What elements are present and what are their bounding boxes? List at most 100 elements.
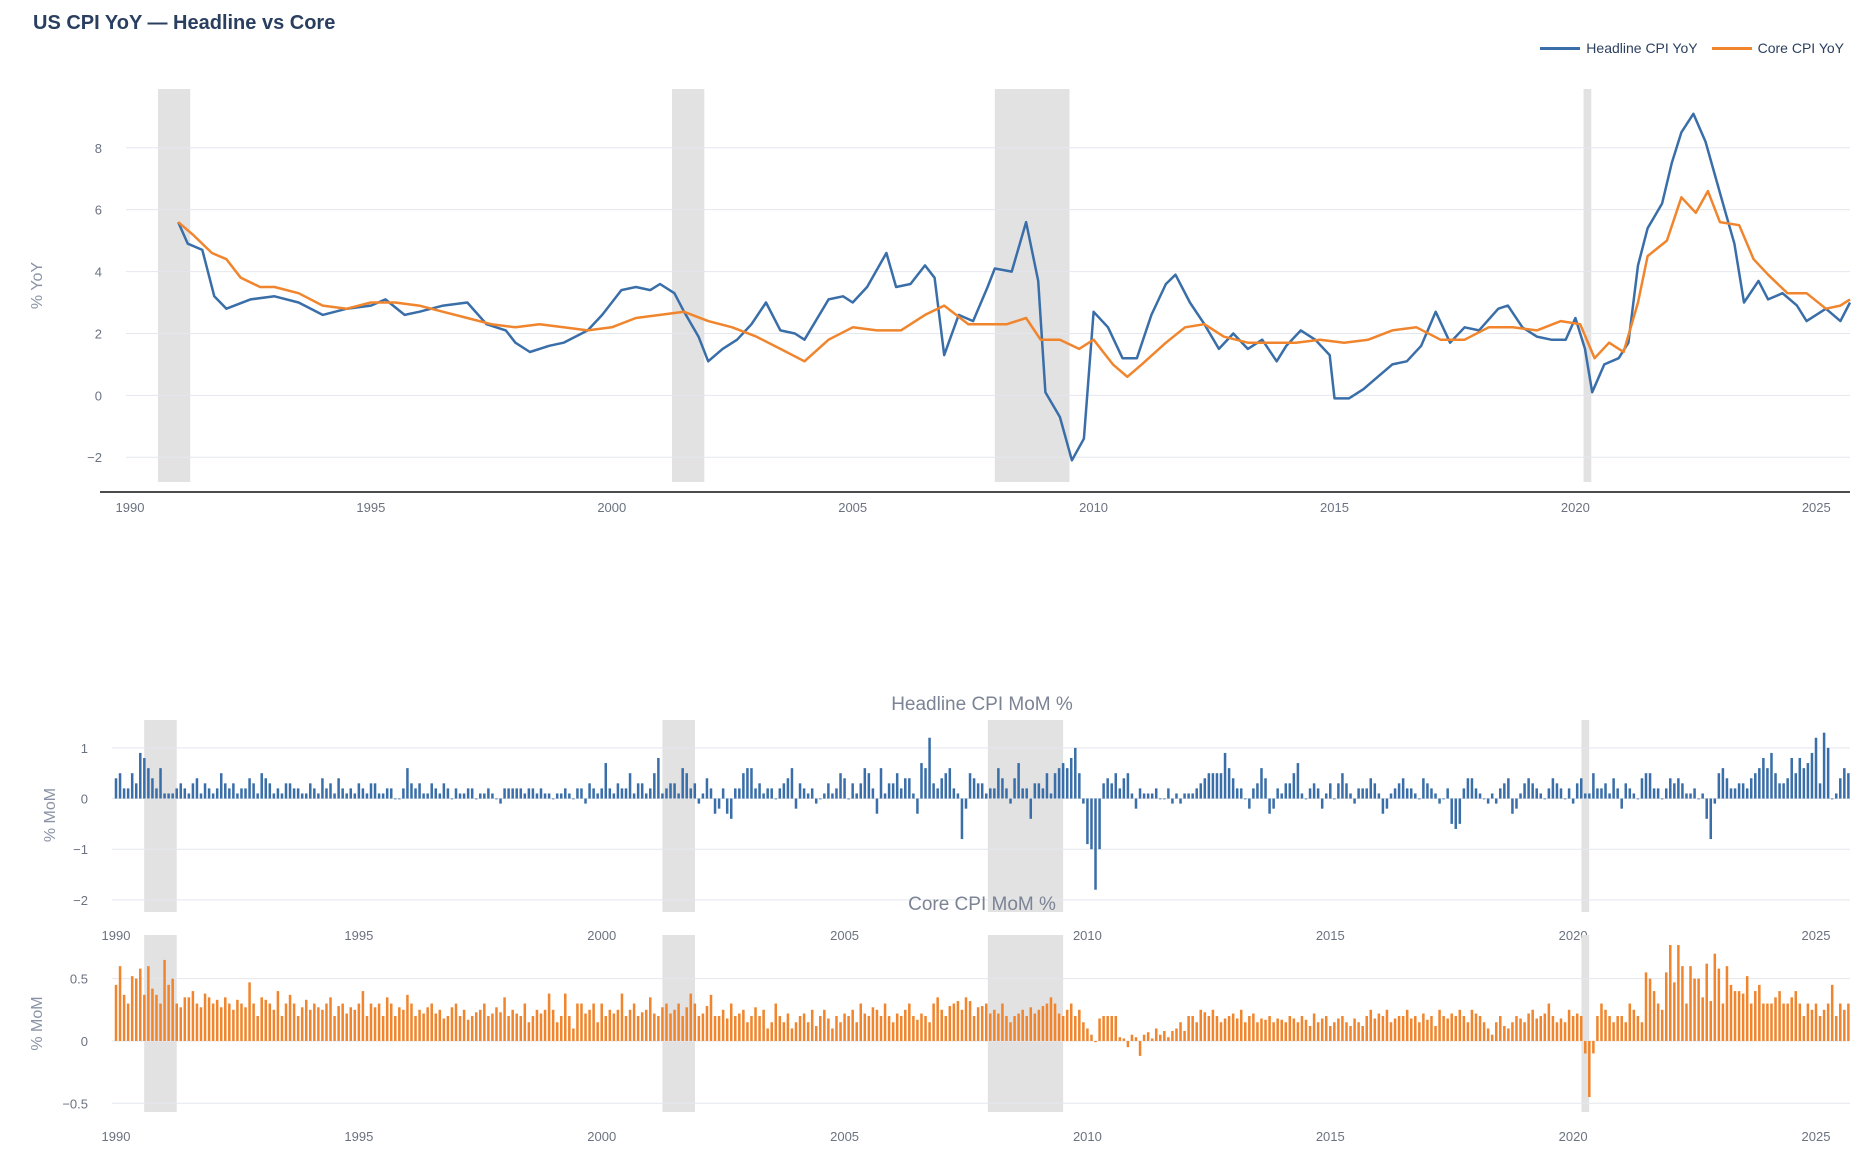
bar xyxy=(1401,778,1405,799)
bar xyxy=(483,793,486,799)
bar xyxy=(851,783,854,799)
bar xyxy=(503,997,506,1041)
bar xyxy=(746,768,749,799)
bar xyxy=(980,1006,984,1041)
bar xyxy=(980,783,984,799)
x-tick-label: 2025 xyxy=(1802,500,1831,515)
legend-item-headline[interactable]: Headline CPI YoY xyxy=(1540,40,1698,56)
bar xyxy=(442,783,446,799)
bar xyxy=(1397,1016,1401,1041)
bar xyxy=(673,1009,676,1041)
bar xyxy=(171,793,174,799)
bar xyxy=(786,1013,790,1041)
bar xyxy=(1069,758,1073,799)
bar xyxy=(1373,783,1377,799)
bar xyxy=(458,1016,462,1041)
bar xyxy=(240,1003,243,1041)
bar xyxy=(1503,1025,1506,1041)
bar xyxy=(778,788,782,799)
bar xyxy=(940,1009,943,1041)
bar xyxy=(394,1016,397,1041)
bar xyxy=(232,1009,235,1041)
bar xyxy=(268,783,272,799)
bar xyxy=(1025,788,1028,799)
bar xyxy=(1660,1009,1664,1041)
x-tick-label: 2020 xyxy=(1559,1129,1588,1144)
bar xyxy=(1592,1040,1595,1054)
bar xyxy=(309,783,312,799)
legend-swatch-core xyxy=(1711,46,1752,50)
recession-band xyxy=(994,89,1070,482)
bar xyxy=(1612,1022,1615,1041)
bar xyxy=(329,997,332,1041)
bar xyxy=(458,793,462,799)
bar xyxy=(1422,778,1425,799)
bar xyxy=(1430,788,1433,799)
bar xyxy=(984,793,988,799)
bar xyxy=(1353,798,1356,804)
bar xyxy=(1830,984,1834,1041)
bar xyxy=(1183,793,1186,799)
bar xyxy=(179,1007,183,1041)
bar xyxy=(879,768,883,799)
bar xyxy=(1009,1022,1012,1041)
bar xyxy=(1203,778,1207,799)
bar xyxy=(1733,788,1737,799)
bar xyxy=(1806,763,1810,799)
bar xyxy=(1057,768,1061,799)
x-tick-label: 2005 xyxy=(838,500,867,515)
bar xyxy=(1802,768,1806,799)
bar xyxy=(1118,788,1122,799)
bar xyxy=(1713,953,1717,1041)
bar xyxy=(1381,1016,1385,1041)
x-tick-label: 2000 xyxy=(587,928,616,943)
bar xyxy=(600,1003,603,1041)
x-tick-label: 2025 xyxy=(1802,928,1831,943)
bar xyxy=(398,1007,401,1041)
bar xyxy=(766,788,769,799)
bar xyxy=(236,999,239,1041)
recession-band xyxy=(144,720,177,912)
bar xyxy=(114,984,118,1041)
bar xyxy=(1778,783,1781,799)
bar xyxy=(280,793,284,799)
bar xyxy=(244,788,247,799)
bar xyxy=(1539,793,1543,799)
bar xyxy=(912,793,915,799)
x-tick-label: 2010 xyxy=(1073,928,1102,943)
legend-item-core[interactable]: Core CPI YoY xyxy=(1711,40,1844,56)
bar xyxy=(1620,1016,1623,1041)
bar xyxy=(1252,1013,1255,1041)
bar xyxy=(547,793,551,799)
bar xyxy=(349,788,353,799)
bar xyxy=(1187,1016,1190,1041)
bar xyxy=(483,1003,486,1041)
x-tick-label: 1990 xyxy=(116,500,145,515)
bar xyxy=(373,1007,377,1041)
bar xyxy=(300,1007,304,1041)
bar xyxy=(126,1003,130,1041)
panel-yoy: −2 0 2 4 6 8 1990 1995 2000 2005 2010 2015 2020 2025%… xyxy=(29,89,1852,515)
bar xyxy=(1065,1009,1069,1041)
bar xyxy=(1256,783,1259,799)
x-tick-label: 1995 xyxy=(344,1129,373,1144)
bar xyxy=(1709,798,1713,840)
bar xyxy=(1499,788,1502,799)
bar xyxy=(531,788,535,799)
bar xyxy=(474,798,478,800)
bar xyxy=(875,1009,879,1041)
bar xyxy=(693,783,697,799)
legend-swatch-headline xyxy=(1540,46,1581,50)
bar xyxy=(341,1003,344,1041)
bar xyxy=(1770,752,1773,799)
bar xyxy=(313,1003,316,1041)
bar xyxy=(187,997,191,1041)
bar xyxy=(276,991,280,1041)
bar xyxy=(612,1013,616,1041)
bar xyxy=(163,793,166,799)
bar xyxy=(960,1009,964,1041)
bar xyxy=(474,1012,478,1041)
bar xyxy=(1810,1009,1814,1041)
bar xyxy=(1215,773,1219,799)
bar xyxy=(1308,788,1312,799)
